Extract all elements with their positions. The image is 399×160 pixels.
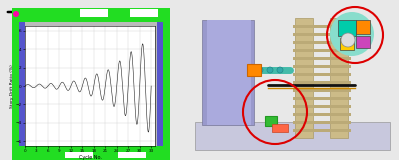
Bar bbox=[12, 15, 170, 155]
Bar bbox=[12, 8, 170, 22]
Bar bbox=[293, 113, 351, 116]
Bar bbox=[293, 121, 351, 124]
Bar bbox=[293, 81, 351, 84]
Bar bbox=[293, 105, 351, 108]
Circle shape bbox=[267, 67, 273, 73]
Bar bbox=[293, 65, 351, 68]
Bar bbox=[293, 25, 351, 28]
Bar bbox=[295, 18, 313, 138]
Bar bbox=[293, 73, 351, 76]
Bar bbox=[12, 146, 170, 160]
Bar bbox=[272, 124, 288, 132]
Bar bbox=[19, 22, 25, 148]
Y-axis label: Story Drift Ratio (%): Story Drift Ratio (%) bbox=[10, 64, 14, 108]
Circle shape bbox=[277, 67, 283, 73]
Bar bbox=[130, 9, 158, 17]
Bar bbox=[293, 33, 351, 36]
Bar bbox=[118, 152, 146, 158]
Bar bbox=[338, 20, 356, 36]
Bar bbox=[80, 9, 108, 17]
Bar bbox=[356, 20, 370, 34]
Bar bbox=[207, 20, 251, 125]
Bar bbox=[340, 38, 354, 50]
Circle shape bbox=[341, 33, 355, 47]
Bar bbox=[293, 49, 351, 52]
Bar bbox=[265, 116, 277, 126]
Circle shape bbox=[257, 67, 263, 73]
Bar bbox=[202, 20, 254, 125]
Bar bbox=[65, 152, 93, 158]
Bar bbox=[157, 22, 163, 148]
Circle shape bbox=[330, 12, 374, 56]
Bar bbox=[293, 89, 351, 92]
Bar bbox=[195, 122, 390, 150]
Bar bbox=[330, 18, 348, 138]
Bar bbox=[25, 22, 157, 148]
Bar bbox=[293, 97, 351, 100]
Circle shape bbox=[13, 11, 19, 17]
X-axis label: Cycle No.: Cycle No. bbox=[79, 155, 101, 160]
Bar bbox=[356, 36, 370, 48]
Bar bbox=[293, 57, 351, 60]
Bar bbox=[293, 41, 351, 44]
Bar bbox=[293, 129, 351, 132]
Bar bbox=[247, 64, 261, 76]
